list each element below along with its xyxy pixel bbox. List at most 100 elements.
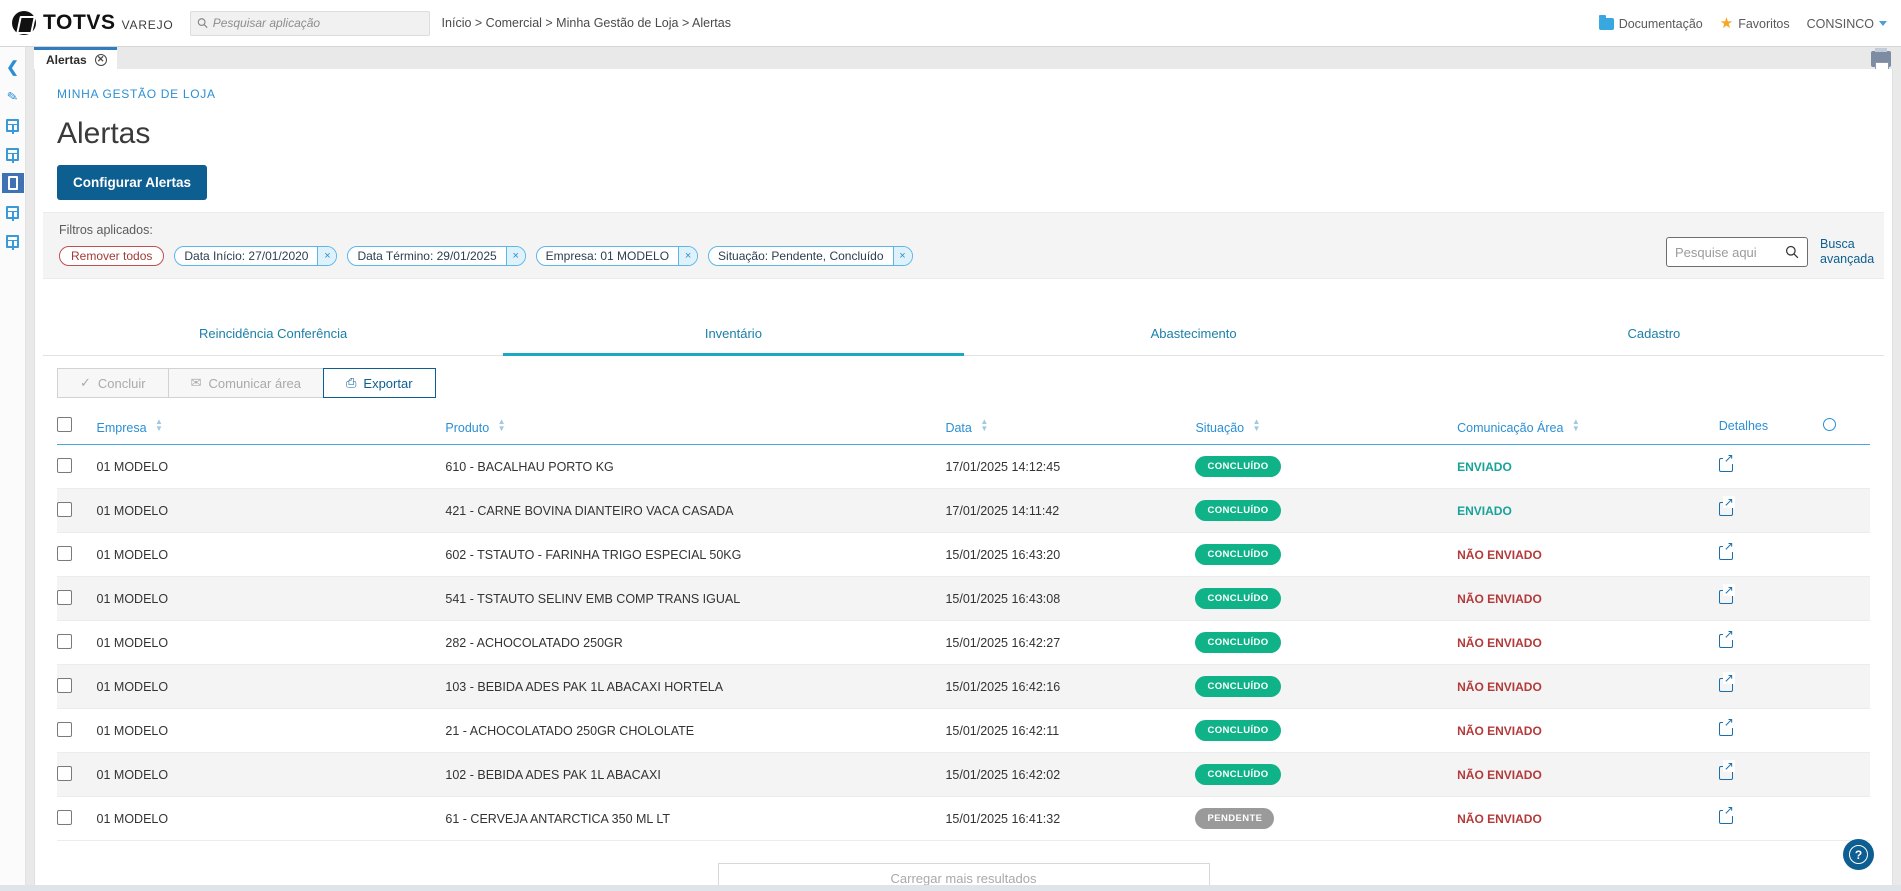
row-checkbox[interactable] (57, 501, 72, 517)
table-row[interactable]: 01 MODELO 602 - TSTAUTO - FARINHA TRIGO E… (57, 532, 1870, 577)
documentation-link[interactable]: Documentação (1598, 14, 1703, 31)
cell-data: 15/01/2025 16:41:32 (945, 796, 1196, 841)
table-row[interactable]: 01 MODELO 21 - ACHOCOLATADO 250GR CHOLOLA… (57, 708, 1870, 753)
comunicar-area-label: Comunicar área (208, 375, 302, 391)
column-header-settings (1823, 408, 1870, 445)
table-row[interactable]: 01 MODELO 102 - BEBIDA ADES PAK 1L ABACAX… (57, 752, 1870, 797)
open-details-icon[interactable] (1718, 584, 1735, 604)
column-header-produto[interactable]: Produto ▲ ▼ (445, 408, 946, 445)
sidebar-item-module-1[interactable] (2, 115, 24, 135)
tab-abastecimento[interactable]: Abastecimento (1150, 326, 1237, 341)
favorites-link[interactable]: ★ Favoritos (1720, 16, 1790, 31)
left-rail: ❮ ✎ (0, 47, 26, 891)
app-search-input[interactable] (212, 16, 423, 30)
cell-detalhes (1718, 708, 1824, 753)
open-details-icon[interactable] (1718, 452, 1735, 472)
open-details-icon[interactable] (1718, 716, 1735, 736)
gear-icon[interactable] (1823, 418, 1837, 431)
row-checkbox[interactable] (57, 633, 72, 649)
chevron-down-icon (1879, 21, 1887, 26)
page-actions: Configurar Alertas (35, 151, 1892, 200)
communication-status: NÃO ENVIADO (1457, 591, 1542, 606)
close-icon[interactable]: × (892, 247, 912, 265)
sort-icon[interactable]: ▲ ▼ (497, 416, 506, 433)
cell-situacao: PENDENTE (1195, 796, 1458, 841)
open-details-icon[interactable] (1718, 760, 1735, 780)
column-header-comunicacao-area[interactable]: Comunicação Área ▲ ▼ (1457, 408, 1719, 445)
sort-icon[interactable]: ▲ ▼ (1252, 416, 1261, 433)
advanced-search-link[interactable]: Busca avançada (1820, 237, 1875, 266)
table-row[interactable]: 01 MODELO 103 - BEBIDA ADES PAK 1L ABACAX… (57, 664, 1870, 709)
cell-empresa: 01 MODELO (96, 752, 446, 797)
filter-chip[interactable]: Situação: Pendente, Concluído × (708, 246, 913, 266)
row-checkbox[interactable] (57, 765, 72, 781)
window-tab-alertas[interactable]: Alertas ✕ (34, 47, 117, 69)
search-input[interactable] (1675, 244, 1785, 260)
help-button[interactable]: ? (1843, 839, 1874, 870)
tab-inventario[interactable]: Inventário (503, 313, 964, 356)
sort-icon[interactable]: ▲ ▼ (980, 416, 989, 433)
sidebar-item-module-3[interactable] (1, 173, 24, 193)
filter-chip[interactable]: Empresa: 01 MODELO × (535, 246, 699, 266)
export-icon: ⎙ (346, 375, 357, 390)
select-all-checkbox[interactable] (57, 417, 72, 432)
table-row[interactable]: 01 MODELO 610 - BACALHAU PORTO KG 17/01/20… (57, 444, 1870, 489)
table-row[interactable]: 01 MODELO 421 - CARNE BOVINA DIANTEIRO VA… (57, 488, 1870, 533)
close-icon[interactable]: ✕ (94, 53, 107, 66)
sidebar-item-module-5[interactable] (2, 231, 24, 251)
cell-detalhes (1718, 620, 1824, 665)
user-menu[interactable]: CONSINCO (1807, 17, 1887, 31)
column-header-data[interactable]: Data ▲ ▼ (945, 408, 1196, 445)
cell-situacao: CONCLUÍDO (1195, 576, 1458, 621)
brand-name: TOTVS (43, 11, 116, 34)
sidebar-item-edit[interactable]: ✎ (2, 86, 24, 106)
status-badge: CONCLUÍDO (1195, 676, 1281, 697)
favorites-label: Favoritos (1738, 16, 1790, 31)
exportar-button[interactable]: ⎙ Exportar (323, 368, 436, 398)
table-row[interactable]: 01 MODELO 541 - TSTAUTO SELINV EMB COMP T… (57, 576, 1870, 621)
table-row[interactable]: 01 MODELO 282 - ACHOCOLATADO 250GR 15/01/2… (57, 620, 1870, 665)
cell-produto: 602 - TSTAUTO - FARINHA TRIGO ESPECIAL 5… (445, 532, 946, 577)
configurar-alertas-button[interactable]: Configurar Alertas (57, 165, 208, 200)
filter-chip[interactable]: Data Início: 27/01/2020 × (174, 246, 338, 266)
row-checkbox[interactable] (57, 721, 72, 737)
sort-icon[interactable]: ▲ ▼ (1571, 416, 1580, 433)
row-checkbox[interactable] (57, 545, 72, 561)
cell-data: 15/01/2025 16:42:11 (945, 708, 1196, 753)
open-details-icon[interactable] (1718, 804, 1735, 824)
sidebar-item-module-4[interactable] (2, 202, 24, 222)
open-details-icon[interactable] (1718, 496, 1735, 516)
search-icon[interactable] (1785, 244, 1799, 260)
concluir-button[interactable]: ✓ Concluir (57, 368, 169, 398)
tab-reincidencia-conferencia[interactable]: Reincidência Conferência (199, 326, 348, 341)
filter-chip[interactable]: Data Término: 29/01/2025 × (347, 246, 526, 266)
folder-icon (1598, 14, 1614, 30)
tab-cadastro[interactable]: Cadastro (1627, 326, 1681, 341)
sidebar-item-module-2[interactable] (2, 144, 24, 164)
row-checkbox[interactable] (57, 677, 72, 693)
sort-icon[interactable]: ▲ ▼ (155, 416, 163, 433)
open-details-icon[interactable] (1718, 672, 1735, 692)
close-icon[interactable]: × (678, 247, 698, 265)
sidebar-item-collapse[interactable]: ❮ (2, 57, 24, 77)
column-header-empresa[interactable]: Empresa ▲ ▼ (96, 408, 446, 445)
cell-data: 15/01/2025 16:42:27 (945, 620, 1196, 665)
cell-settings (1823, 664, 1870, 709)
search-box[interactable] (1666, 237, 1808, 267)
column-header-situacao[interactable]: Situação ▲ ▼ (1195, 408, 1458, 445)
close-icon[interactable]: × (317, 247, 337, 265)
cell-data: 15/01/2025 16:42:16 (945, 664, 1196, 709)
row-checkbox[interactable] (57, 457, 72, 473)
open-details-icon[interactable] (1718, 540, 1735, 560)
open-details-icon[interactable] (1718, 628, 1735, 648)
close-icon[interactable]: × (505, 247, 525, 265)
comunicar-area-button[interactable]: ✉ Comunicar área (167, 368, 324, 398)
app-search[interactable] (189, 10, 430, 36)
remove-all-filters-chip[interactable]: Remover todos (59, 246, 165, 266)
brand-logo[interactable]: TOTVS VAREJO (12, 11, 174, 35)
row-checkbox[interactable] (57, 589, 72, 605)
row-checkbox[interactable] (57, 809, 72, 825)
printer-icon[interactable] (1871, 48, 1891, 70)
table-row[interactable]: 01 MODELO 61 - CERVEJA ANTARCTICA 350 ML … (57, 796, 1870, 841)
table-header-row: Empresa ▲ ▼ Produto ▲ ▼ Data ▲ ▼ Situação ▲… (57, 408, 1870, 445)
